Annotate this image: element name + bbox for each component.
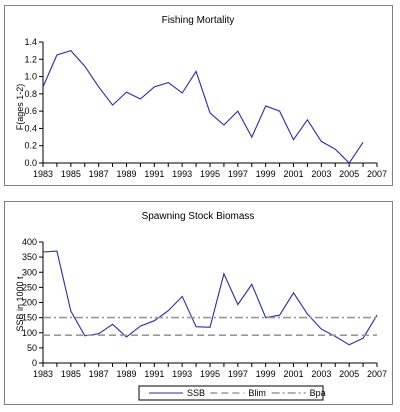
y-tick-label: 0.2 [24,141,37,151]
x-tick-label: 2005 [339,369,359,379]
chart-title: Fishing Mortality [162,15,235,26]
y-tick-label: 150 [22,313,37,323]
y-tick-label: 350 [22,252,37,262]
x-tick-label: 2001 [283,169,303,179]
x-tick-label: 1997 [228,169,248,179]
x-tick-label: 1989 [116,369,136,379]
fishing-mortality-plot: Fishing Mortality F(ages 1-2) 0.0 0.2 0.4 0… [15,15,387,179]
x-tick-label: 1993 [172,369,192,379]
x-tick-label: 2007 [367,369,387,379]
x-tick-label: 1997 [228,369,248,379]
spawning-stock-biomass-chart: Spawning Stock Biomass SSB in 1000 t 0 50… [4,201,393,405]
x-tick-label: 1991 [144,169,164,179]
y-tick-label: 100 [22,328,37,338]
x-tick-label: 1999 [256,169,276,179]
x-tick-label: 2007 [367,169,387,179]
legend-label-bpa: Bpa [310,388,326,398]
x-tick-label: 1995 [200,169,220,179]
y-tick-label: 300 [22,267,37,277]
x-tick-label: 1995 [200,369,220,379]
y-tick-label: 1.2 [24,54,37,64]
y-tick-label: 0.6 [24,106,37,116]
fishing-mortality-chart: Fishing Mortality F(ages 1-2) 0.0 0.2 0.4 0… [4,5,393,186]
x-tick-label: 2003 [311,169,331,179]
legend: SSB Blim Bpa [138,385,326,401]
x-tick-label: 2001 [283,369,303,379]
ssb-plot: Spawning Stock Biomass SSB in 1000 t 0 50… [15,211,387,401]
y-tick-label: 0.4 [24,123,37,133]
y-axis-label: F(ages 1-2) [15,84,25,131]
y-tick-label: 250 [22,282,37,292]
legend-label-ssb: SSB [187,388,205,398]
x-tick-label: 2003 [311,369,331,379]
x-tick-label: 1999 [256,369,276,379]
x-tick-label: 1993 [172,169,192,179]
x-tick-label: 1989 [116,169,136,179]
y-tick-label: 0 [32,358,37,368]
x-tick-label: 2005 [339,169,359,179]
y-tick-label: 0.8 [24,89,37,99]
y-tick-label: 0.0 [24,158,37,168]
x-tick-label: 1987 [89,369,109,379]
series-line-ssb [42,250,378,346]
x-tick-label: 1983 [33,169,53,179]
legend-label-blim: Blim [248,388,265,398]
y-tick-label: 200 [22,298,37,308]
legend-box [138,385,324,401]
y-tick-label: 400 [22,237,37,247]
series-line-0 [42,49,364,164]
x-tick-label: 1985 [61,369,81,379]
x-tick-label: 1983 [33,369,53,379]
y-tick-label: 50 [27,343,37,353]
x-tick-label: 1987 [89,169,109,179]
x-tick-label: 1985 [61,169,81,179]
y-tick-label: 1.0 [24,72,37,82]
x-tick-label: 1991 [144,369,164,379]
y-axis-label: SSB in 1000 t [15,276,25,332]
y-tick-label: 1.4 [24,37,37,47]
chart-title: Spawning Stock Biomass [142,211,255,222]
